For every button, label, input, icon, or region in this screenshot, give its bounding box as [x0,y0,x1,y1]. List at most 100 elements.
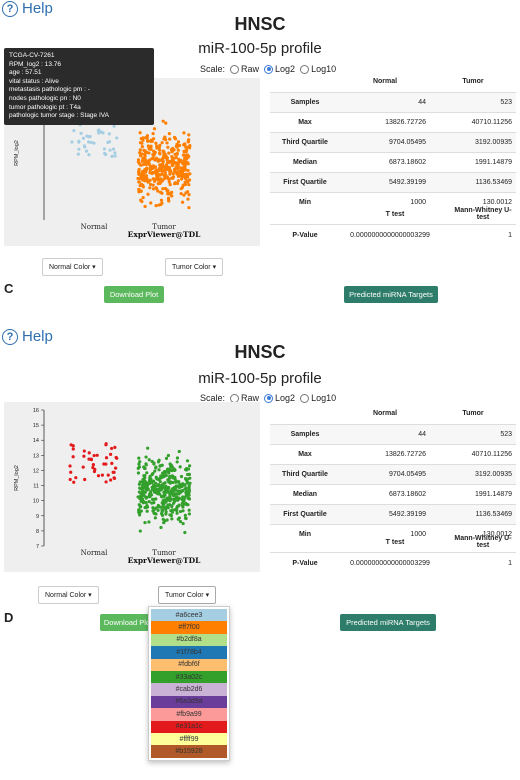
data-point [173,468,177,472]
help-link[interactable]: ? Help [2,0,53,17]
radio-raw[interactable] [230,64,240,74]
data-point [188,144,192,148]
data-point [168,474,172,479]
color-option[interactable]: #e31a1c [151,720,227,733]
data-point [166,498,170,502]
data-point [160,167,164,171]
color-option[interactable]: #33a02c [151,670,227,684]
data-point [174,166,179,170]
data-point [173,508,177,512]
x-tick-label: Tumor [152,223,176,231]
tumor-color-dropdown[interactable]: Tumor Color ▾ [158,586,217,604]
data-point [168,495,172,499]
download-plot-button[interactable]: Download Plo [100,614,154,631]
radio-log2[interactable] [264,64,274,74]
table-row: First Quartile 5492.39199 1136.53469 [270,504,516,524]
data-point [77,147,81,151]
data-point [84,149,89,153]
normal-color-dropdown[interactable]: Normal Color ▾ [42,258,103,276]
tooltip-line: RPM_log2 : 13.76 [9,60,62,68]
color-option[interactable]: #b2df8a [151,633,227,647]
stats-table: Normal Tumor Samples 44 523 Max 13826.72726 4… [270,70,516,212]
data-point [160,501,164,505]
data-point [151,131,155,136]
data-point [166,453,170,458]
watermark: ExprViewer@TDL [128,230,201,239]
help-link[interactable]: ? Help [2,328,53,345]
data-point [178,166,183,170]
color-option[interactable]: #ffff99 [151,732,227,746]
scale-log2-option[interactable]: Log2 [264,64,295,74]
normal-color-dropdown[interactable]: Normal Color ▾ [38,586,99,604]
data-point [138,460,142,464]
data-point [186,168,190,173]
data-point [162,521,166,525]
scale-log2-option[interactable]: Log2 [264,393,295,403]
radio-log10[interactable] [300,64,310,74]
data-point [185,502,189,507]
download-plot-button[interactable]: Download Plot [104,286,164,303]
tests-table: T test Mann-Whitney U-test P-Value 0.00000… [270,204,516,246]
tooltip-line: vital status : Alive [9,77,59,85]
data-point [148,182,153,187]
data-point [170,510,175,514]
data-point [141,477,145,482]
panel-d: ? Help HNSC miR-100-5p profile Scale: Ra… [0,322,520,780]
data-point [141,489,145,493]
scale-raw-option[interactable]: Raw [230,64,259,74]
data-point [158,480,162,484]
y-tick-label: 16 [33,408,39,414]
data-point [172,148,176,152]
data-point [164,121,168,125]
data-point [180,200,185,204]
predicted-targets-button[interactable]: Predicted miRNA Targets [340,614,436,631]
color-option[interactable]: #cab2d6 [151,683,227,696]
col-mwu: Mann-Whitney U-test [454,207,512,221]
data-point [187,133,191,137]
data-point [184,478,188,482]
data-point [167,151,171,155]
data-point [177,449,181,454]
data-point [175,456,180,460]
scale-log10-option[interactable]: Log10 [300,393,336,403]
data-point [151,171,155,175]
y-tick-label: 12 [33,468,39,474]
data-point [170,517,174,521]
scale-log10-option[interactable]: Log10 [300,64,336,74]
color-option[interactable]: #1f78b4 [151,646,227,659]
data-point [174,170,179,174]
data-point [92,453,96,458]
data-point [170,154,174,159]
tumor-color-dropdown[interactable]: Tumor Color ▾ [165,258,224,276]
data-point [181,183,185,187]
data-point [152,461,156,465]
data-point [114,455,118,460]
data-point [145,471,149,475]
color-option[interactable]: #6a3d9a [151,695,227,709]
data-point [143,505,147,510]
data-point [137,510,141,514]
data-point [97,131,101,135]
color-option[interactable]: #b15928 [151,745,227,758]
predicted-targets-button[interactable]: Predicted miRNA Targets [344,286,438,303]
data-point [184,486,188,490]
tooltip-line: nodes pathologic pn : N0 [9,94,81,102]
data-point [71,447,75,451]
radio-log2[interactable] [264,393,274,403]
data-point [156,484,160,488]
color-option[interactable]: #a6cee3 [151,609,227,622]
data-point [187,472,192,476]
data-point [144,463,148,467]
color-option[interactable]: #fb9a99 [151,708,227,721]
data-point [87,451,91,455]
radio-log10[interactable] [300,393,310,403]
color-option[interactable]: #fdbf6f [151,658,227,671]
data-point [163,486,168,491]
question-icon: ? [2,0,18,17]
data-point [88,135,92,139]
data-point [68,464,72,468]
data-point [175,152,179,156]
data-point [188,464,192,468]
data-point [108,148,112,152]
color-option[interactable]: #ff7f00 [151,621,227,634]
